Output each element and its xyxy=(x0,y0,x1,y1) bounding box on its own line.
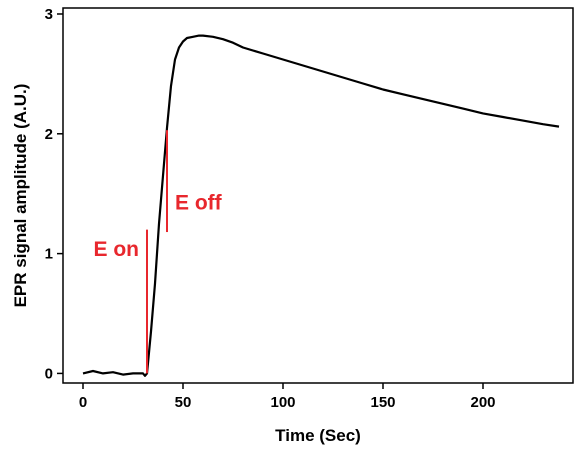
y-axis-label: EPR signal amplitude (A.U.) xyxy=(11,84,30,308)
x-tick-label: 200 xyxy=(470,394,495,411)
ticks-layer: 0 50 100 150 200 0 1 2 3 xyxy=(45,6,496,411)
x-axis-label: Time (Sec) xyxy=(275,426,361,445)
x-tick-label: 150 xyxy=(370,394,395,411)
x-tick-label: 50 xyxy=(175,394,192,411)
series-line xyxy=(82,34,560,377)
x-tick-label: 0 xyxy=(79,394,87,411)
y-tick-label: 2 xyxy=(45,126,53,143)
annotation-label: E off xyxy=(175,191,223,214)
annotation-layer: E on E off xyxy=(94,130,223,374)
y-tick-label: 1 xyxy=(45,246,53,263)
x-tick-label: 100 xyxy=(270,394,295,411)
plot-frame xyxy=(62,7,574,384)
annotation-label: E on xyxy=(94,238,140,261)
y-tick-label: 3 xyxy=(45,6,53,23)
y-tick-label: 0 xyxy=(45,365,53,382)
